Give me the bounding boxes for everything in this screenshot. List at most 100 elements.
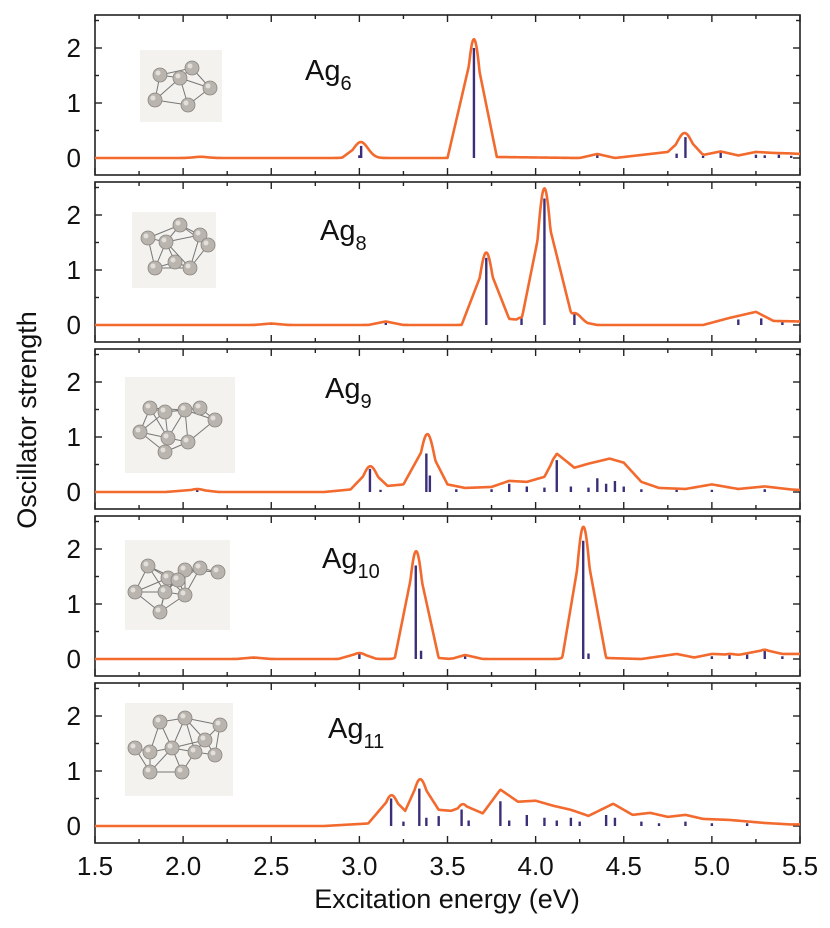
envelope-line [94,525,801,661]
panel-6: 0 1 2 Ag6 [67,14,801,176]
cluster-atom-highlight [145,747,151,753]
y-tick-label: 0 [67,477,81,507]
y-tick-label: 2 [67,200,81,230]
cluster-label-subscript: 8 [355,233,366,255]
cluster-atom [182,260,198,276]
cluster-label: Ag8 [320,215,367,255]
cluster-atom-highlight [155,717,161,723]
cluster-atom [164,740,180,756]
cluster-atom-highlight [163,433,169,439]
cluster-atom [167,254,183,270]
y-tick-label: 2 [67,367,81,397]
x-tick-label: 5.5 [782,851,818,881]
cluster-atom-highlight [180,565,186,571]
cluster-atom [192,400,208,416]
x-tick-label: 4.0 [518,851,554,881]
cluster-atom-highlight [195,230,201,236]
cluster-atom [157,404,173,420]
cluster-atom-highlight [180,713,186,719]
cluster-atom [172,217,188,233]
cluster-atom-highlight [183,100,189,106]
y-tick-label: 1 [67,589,81,619]
cluster-label-base: Ag [320,215,355,247]
cluster-label: Ag10 [322,543,380,583]
cluster-atom-highlight [210,415,216,421]
x-tick-label: 4.5 [606,851,642,881]
cluster-label: Ag6 [305,55,352,95]
cluster-label-base: Ag [325,373,360,405]
y-tick-label: 1 [67,756,81,786]
y-tick-label: 0 [67,811,81,841]
cluster-atom [157,444,173,460]
cluster-atom-highlight [160,407,166,413]
cluster-atom-highlight [177,767,183,773]
cluster-atom-highlight [185,263,191,269]
cluster-atom-highlight [180,590,186,596]
cluster-atom-highlight [155,607,161,613]
cluster-atom-highlight [195,403,201,409]
y-axis-label: Oscillator strength [12,311,42,529]
y-tick-label: 0 [67,143,81,173]
y-tick-label: 1 [67,255,81,285]
cluster-atom-highlight [175,220,181,226]
cluster-atom-highlight [143,561,149,567]
envelope-line [94,777,801,828]
cluster-atom-highlight [205,83,211,89]
cluster-atom-highlight [150,95,156,101]
x-axis-label: Excitation energy (eV) [314,884,580,914]
x-tick-label: 5.0 [694,851,730,881]
cluster-atom [140,558,156,574]
cluster-atom-highlight [203,240,209,246]
cluster-label-subscript: 6 [340,73,351,95]
panel-10: 0 1 2 Ag10 [67,515,801,677]
cluster-atom-highlight [161,237,167,243]
cluster-atom-highlight [145,403,151,409]
cluster-atom [180,97,196,113]
cluster-label-subscript: 9 [360,391,371,413]
cluster-atom [177,587,193,603]
cluster-atom [152,67,168,83]
y-tick-label: 1 [67,88,81,118]
cluster-atom [192,560,208,576]
cluster-atom-highlight [167,743,173,749]
cluster-atom-highlight [215,720,221,726]
cluster-atom [147,92,163,108]
cluster-atom-highlight [155,70,161,76]
cluster-atom [157,584,173,600]
envelope-line [94,187,801,327]
y-tick-label: 2 [67,33,81,63]
y-tick-label: 2 [67,534,81,564]
cluster-atom [158,234,174,250]
x-tick-label: 3.5 [429,851,465,881]
cluster-atom-highlight [145,767,151,773]
cluster-atom [142,764,158,780]
cluster-label-base: Ag [305,55,340,87]
cluster-atom-highlight [173,575,179,581]
cluster-atom [197,732,213,748]
cluster-atom [184,60,200,76]
cluster-atom [142,744,158,760]
cluster-atom-highlight [163,573,169,579]
cluster-atom [210,564,226,580]
panel-9: 0 1 2 Ag9 [67,348,801,510]
cluster-atom [180,434,196,450]
cluster-atom [170,572,186,588]
cluster-atom [212,717,228,733]
panel-8: 0 1 2 Ag8 [67,181,801,343]
y-tick-label: 0 [67,644,81,674]
cluster-atom-highlight [187,63,193,69]
cluster-atom-highlight [213,567,219,573]
y-tick-label: 0 [67,310,81,340]
cluster-atom-highlight [180,405,186,411]
cluster-atom [127,584,143,600]
cluster-atom [132,424,148,440]
cluster-label-subscript: 10 [357,561,379,583]
x-tick-label: 2.5 [253,851,289,881]
y-tick-label: 1 [67,422,81,452]
cluster-atom-highlight [160,587,166,593]
cluster-atom-highlight [170,257,176,263]
x-tick-label: 1.5 [77,851,113,881]
cluster-atom [202,80,218,96]
